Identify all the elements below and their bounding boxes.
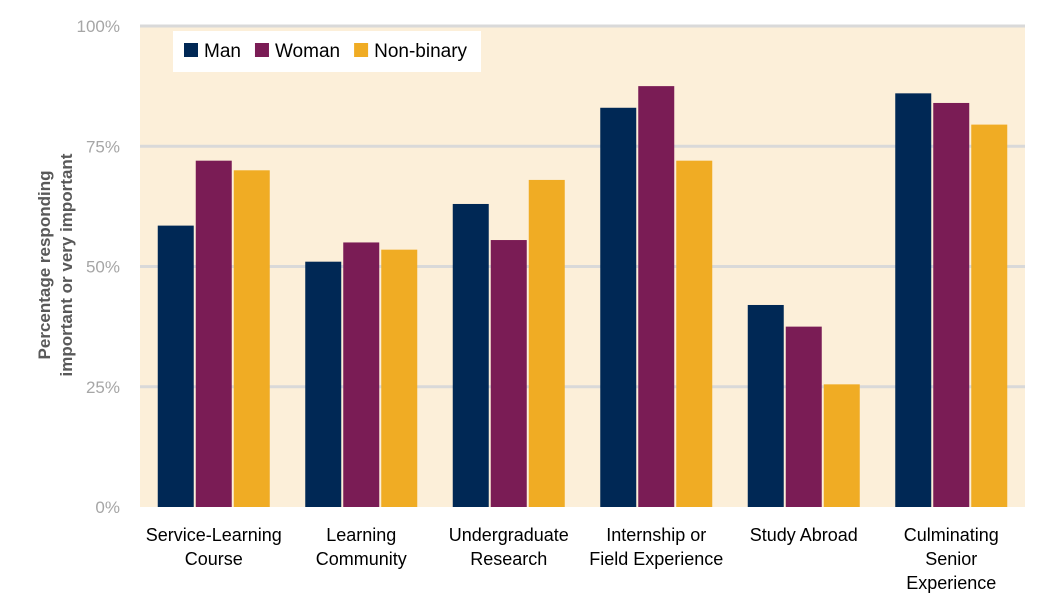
bar-man <box>600 107 637 508</box>
bar-non-binary <box>823 384 860 507</box>
y-tick-label: 100% <box>77 17 120 36</box>
x-category-label: Undergraduate Research <box>449 525 569 569</box>
bar-man <box>452 203 489 507</box>
bars <box>157 86 1008 508</box>
bar-woman <box>490 240 527 508</box>
bar-non-binary <box>233 170 270 508</box>
x-category-label: Culminating Senior Experience <box>904 525 999 593</box>
x-category-label: Learning Community <box>316 525 407 569</box>
legend-swatch <box>184 43 198 57</box>
bar-man <box>157 225 194 508</box>
legend: Man Woman Non-binary <box>173 31 481 72</box>
bar-non-binary <box>381 249 418 508</box>
legend-label: Non-binary <box>374 41 467 62</box>
bar-man <box>895 93 932 507</box>
bar-man <box>747 304 784 507</box>
y-tick-label: 0% <box>95 498 120 517</box>
bar-woman <box>785 326 822 507</box>
bar-woman <box>343 242 380 507</box>
legend-label: Man <box>204 41 241 62</box>
x-category-label: Internship or Field Experience <box>589 525 723 569</box>
y-tick-label: 75% <box>86 137 120 156</box>
bar-non-binary <box>528 179 565 508</box>
y-tick-label: 25% <box>86 378 120 397</box>
x-axis-categories: Service-Learning Course Learning Community U… <box>146 525 999 593</box>
bar-woman <box>933 102 970 508</box>
bar-non-binary <box>676 160 713 507</box>
bar-non-binary <box>971 124 1008 507</box>
legend-box <box>173 31 481 72</box>
bar-woman <box>638 86 675 507</box>
legend-swatch <box>354 43 369 57</box>
bar-man <box>305 261 342 507</box>
y-tick-label: 50% <box>86 258 120 277</box>
legend-swatch <box>254 43 269 57</box>
legend-label: Woman <box>275 41 340 62</box>
x-category-label: Study Abroad <box>750 525 858 545</box>
bar-woman <box>195 160 232 507</box>
y-axis-ticks: 0% 25% 50% 75% 100% <box>77 17 120 517</box>
x-category-label: Service-Learning Course <box>146 525 282 569</box>
y-axis-label: Percentage responding important or very i… <box>35 153 76 376</box>
gridlines <box>140 24 1025 389</box>
